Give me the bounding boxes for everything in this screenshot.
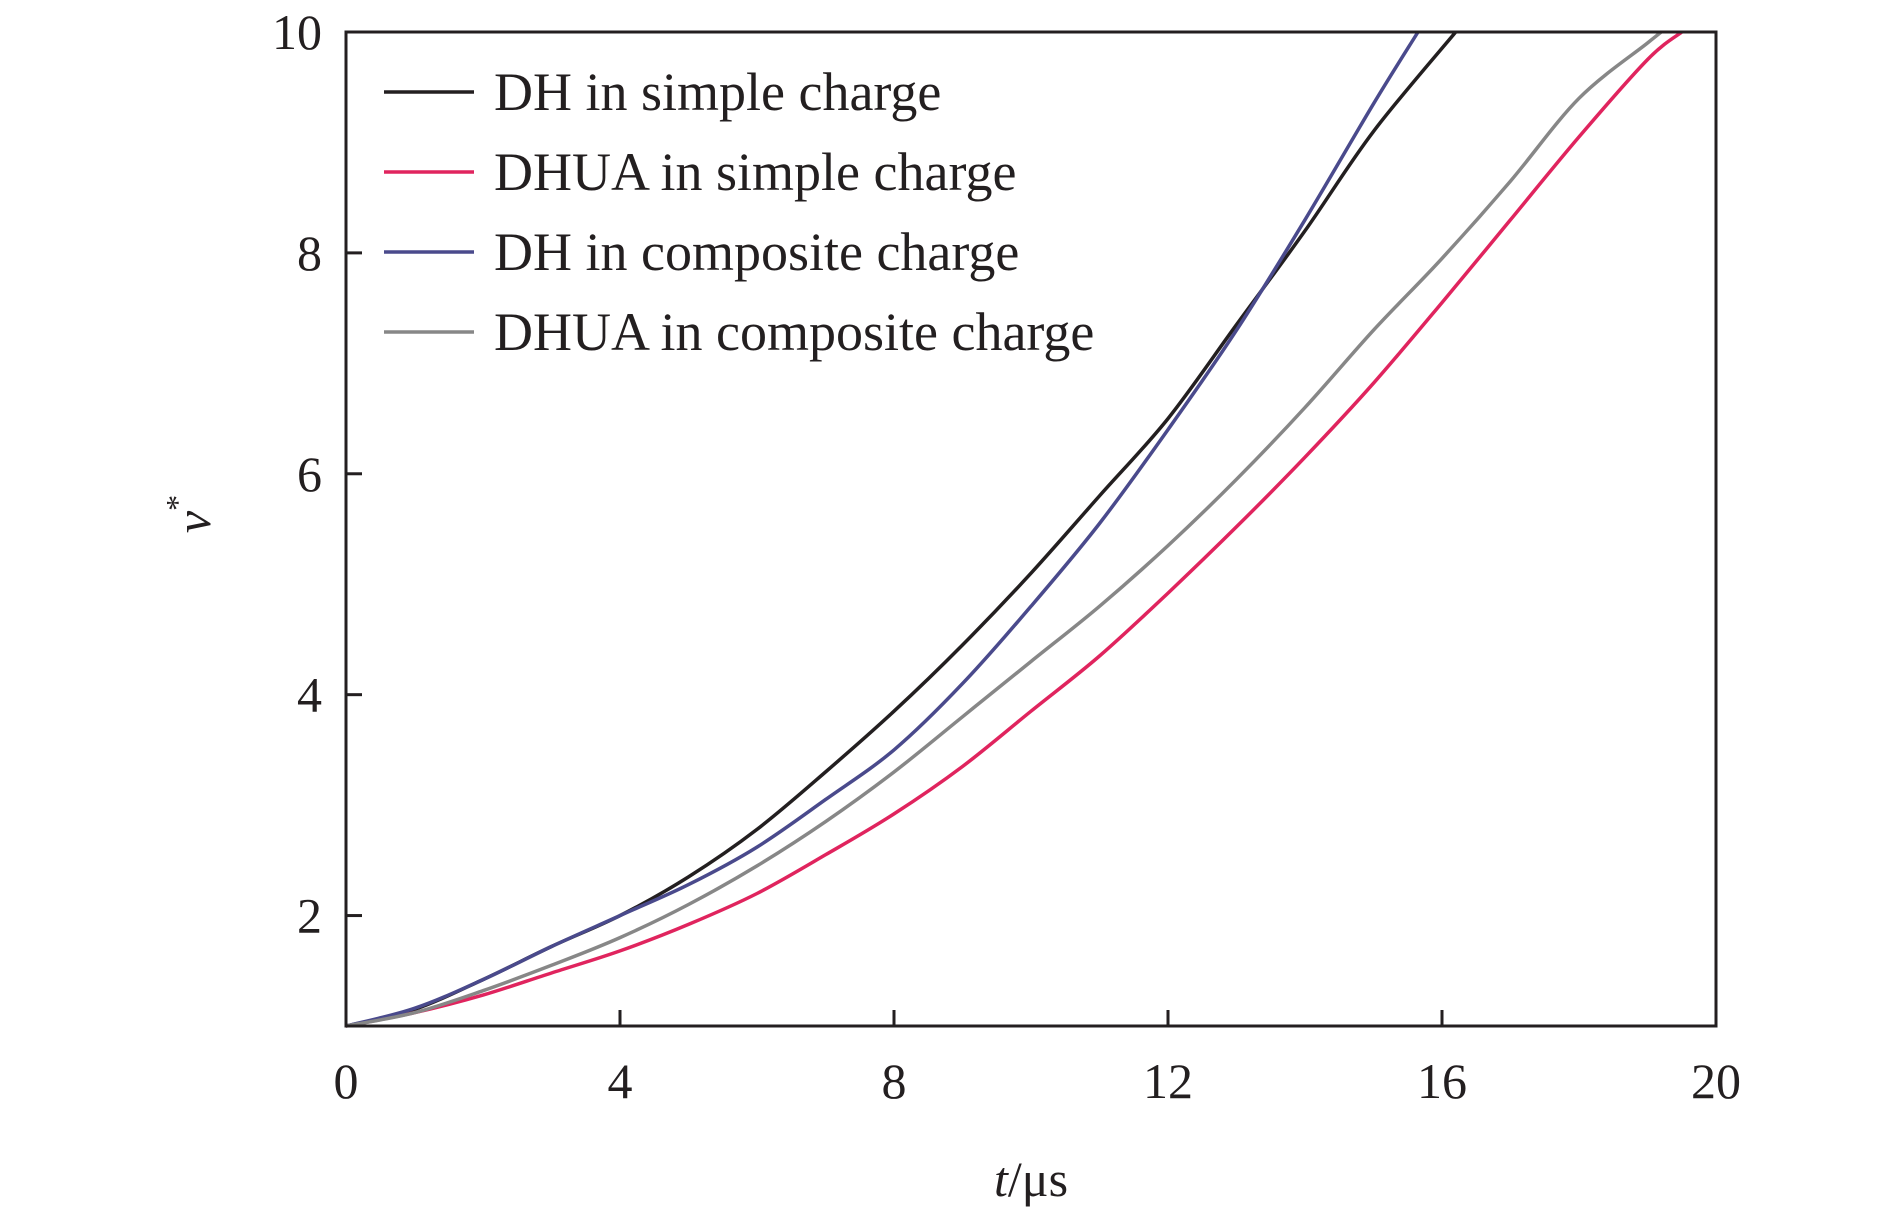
x-tick-label: 0 <box>334 1053 359 1109</box>
x-tick-label: 20 <box>1691 1053 1741 1109</box>
legend-label-3: DH in composite charge <box>494 222 1019 282</box>
x-tick-label: 12 <box>1143 1053 1193 1109</box>
series-line-3 <box>345 31 1420 1028</box>
y-tick-label: 10 <box>272 4 322 60</box>
x-tick-label: 8 <box>882 1053 907 1109</box>
series-layer <box>345 30 1683 1028</box>
y-axis-variable: v <box>165 510 221 533</box>
series-line-4 <box>345 30 1663 1028</box>
plot-frame <box>344 30 1718 1028</box>
x-tick-label: 4 <box>608 1053 633 1109</box>
y-tick-label: 6 <box>297 446 322 502</box>
y-tick-label: 4 <box>297 667 322 723</box>
x-axis-unit: /μs <box>1008 1151 1068 1207</box>
legend-label-4: DHUA in composite charge <box>494 302 1094 362</box>
legend: DH in simple charge DHUA in simple charge… <box>384 62 1094 362</box>
y-tick-label: 8 <box>297 225 322 281</box>
x-axis-label: t/μs <box>994 1151 1068 1207</box>
series-line-2 <box>345 30 1683 1028</box>
x-axis-variable: t <box>994 1151 1009 1207</box>
y-tick-label: 2 <box>297 888 322 944</box>
y-axis-superscript: * <box>159 495 195 511</box>
legend-label-2: DHUA in simple charge <box>494 142 1016 202</box>
legend-label-1: DH in simple charge <box>494 62 941 122</box>
y-axis-label: v* <box>159 495 221 533</box>
x-tick-label: 16 <box>1417 1053 1467 1109</box>
